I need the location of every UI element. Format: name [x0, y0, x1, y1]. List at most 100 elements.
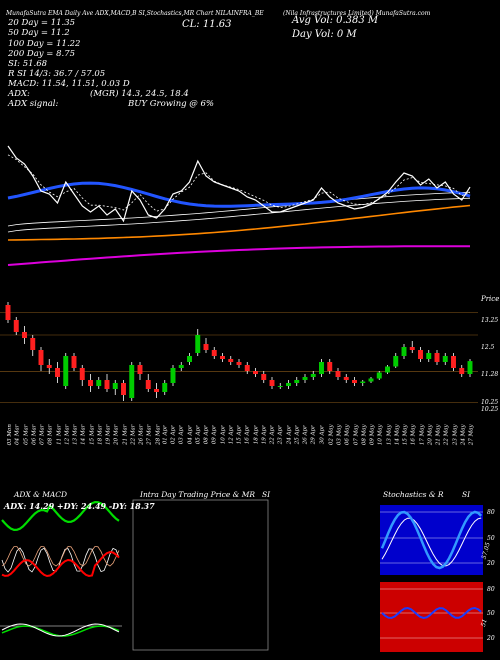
- candle-down: [451, 356, 456, 368]
- ma200-readout: 200 Day = 8.75: [8, 49, 76, 59]
- date-label: 08 Apr: [203, 425, 210, 445]
- date-label: 13 May: [386, 424, 393, 446]
- signal-line: [7, 154, 471, 212]
- date-label: 04 Mar: [14, 424, 21, 445]
- candle-down: [269, 380, 275, 386]
- close-price: CL: 11.63: [182, 19, 232, 30]
- chart-header-right: (Nila Infrastructures Limited) MunafaSut…: [283, 10, 431, 17]
- rsi-tick: 20: [487, 635, 495, 642]
- stoch-tick: 20: [487, 560, 495, 567]
- candle-up: [129, 365, 135, 398]
- date-label: 22 Apr: [269, 425, 276, 445]
- date-label: 14 Mar: [80, 424, 87, 445]
- candle-down: [459, 368, 465, 374]
- ma50-readout: 50 Day = 11.2: [8, 28, 70, 38]
- date-label: 03 Apr: [178, 425, 185, 445]
- close-price-line: [7, 145, 471, 223]
- date-label: 18 Apr: [253, 425, 260, 445]
- candle-down: [434, 353, 440, 362]
- date-label: 26 Mar: [138, 424, 145, 445]
- candle-down: [5, 305, 11, 320]
- candle-up: [401, 347, 407, 356]
- candle-down: [46, 365, 52, 368]
- candle-down: [228, 359, 234, 362]
- candle-down: [409, 347, 415, 350]
- date-label: 20 Mar: [113, 424, 120, 445]
- candle-up: [96, 380, 102, 386]
- ma100-line: [7, 204, 471, 241]
- date-label: 24 May: [460, 424, 467, 446]
- date-label: 25 Apr: [294, 425, 301, 445]
- price-tick: 11.28: [481, 371, 499, 378]
- candle-up: [170, 368, 176, 383]
- date-label: 27 Mar: [146, 424, 153, 445]
- candle-down: [22, 332, 27, 338]
- date-label: 07 Mar: [39, 424, 46, 445]
- candle-down: [335, 371, 341, 377]
- candle-down: [261, 374, 267, 380]
- adx-readout: ADX: 14.29 +DY: 24.49 -DY: 18.37: [4, 501, 155, 511]
- price-tick: 10.25: [481, 406, 499, 413]
- intraday-frame: [132, 499, 269, 651]
- chart-header-left: MunafaSutra EMA Daily Ave ADX,MACD,B SI,…: [6, 10, 264, 17]
- candle-up: [178, 365, 184, 368]
- ma50-upper-line: [7, 191, 471, 227]
- date-label: 04 Apr: [187, 425, 194, 445]
- date-label: 10 Apr: [220, 425, 227, 445]
- candle-down: [79, 368, 85, 380]
- date-label: 20 May: [427, 424, 434, 446]
- candle-up: [368, 378, 374, 382]
- candle-up: [187, 356, 192, 362]
- candle-down: [343, 377, 349, 380]
- price-tick: 10.25: [481, 399, 499, 406]
- date-label: 23 May: [452, 424, 459, 446]
- date-label: 02 Apr: [170, 425, 177, 445]
- date-label: 13 Mar: [72, 424, 79, 445]
- candle-down: [38, 350, 44, 365]
- macd-readout: MACD: 11.54, 11.51, 0.03 D: [8, 79, 130, 89]
- date-label: 27 May: [468, 424, 475, 446]
- price-tick: 13.25: [481, 317, 499, 324]
- date-label: 28 Mar: [154, 424, 161, 445]
- date-label: 21 May: [435, 424, 442, 446]
- stoch-value: 57.05: [480, 541, 492, 561]
- adx-values: (MGR) 14.3, 24.5, 18.4: [90, 89, 189, 99]
- candle-down: [253, 371, 258, 374]
- date-label: 06 Mar: [31, 424, 38, 445]
- candle-up: [162, 383, 168, 392]
- date-label: 12 Apr: [228, 425, 235, 445]
- candle-down: [236, 362, 242, 365]
- date-label: 24 Apr: [286, 425, 293, 445]
- candle-up: [376, 372, 382, 379]
- stoch-k-line: [380, 510, 483, 570]
- day-volume: Day Vol: 0 M: [292, 29, 357, 40]
- price-axis-label: Price: [481, 295, 500, 303]
- stoch-d-line: [381, 517, 482, 567]
- date-label: 05 Mar: [22, 424, 29, 445]
- candle-down: [137, 365, 143, 374]
- date-label: 07 May: [353, 424, 360, 446]
- intraday-title: Intra Day Trading Price & MR: [140, 490, 256, 499]
- date-label: 21 Mar: [121, 424, 128, 445]
- rsi-tick: 50: [487, 610, 495, 617]
- ma100-readout: 100 Day = 11.22: [8, 39, 81, 49]
- candle-up: [442, 356, 448, 362]
- candle-up: [63, 356, 69, 386]
- candle-down: [203, 344, 209, 350]
- rsi-readout: SI: 51.68: [8, 59, 48, 69]
- candle-up: [393, 356, 399, 367]
- candle-up: [385, 366, 390, 373]
- date-label: 09 May: [369, 424, 376, 446]
- price-tick: 12.5: [481, 344, 495, 351]
- stoch-si: SI: [462, 490, 471, 499]
- candle-up: [426, 353, 432, 359]
- date-label: 01 Apr: [162, 425, 169, 445]
- date-label: 03 Mon: [6, 424, 13, 446]
- stoch-readout: R SI 14/3: 36.7 / 57.05: [8, 69, 106, 79]
- rsi-line: [381, 606, 482, 620]
- date-label: 03 May: [336, 424, 343, 446]
- price-chart: [0, 145, 478, 403]
- candle-up: [195, 335, 201, 353]
- ma20-readout: 20 Day = 11.35: [8, 18, 76, 28]
- adx-signal-label: ADX signal:: [8, 99, 59, 109]
